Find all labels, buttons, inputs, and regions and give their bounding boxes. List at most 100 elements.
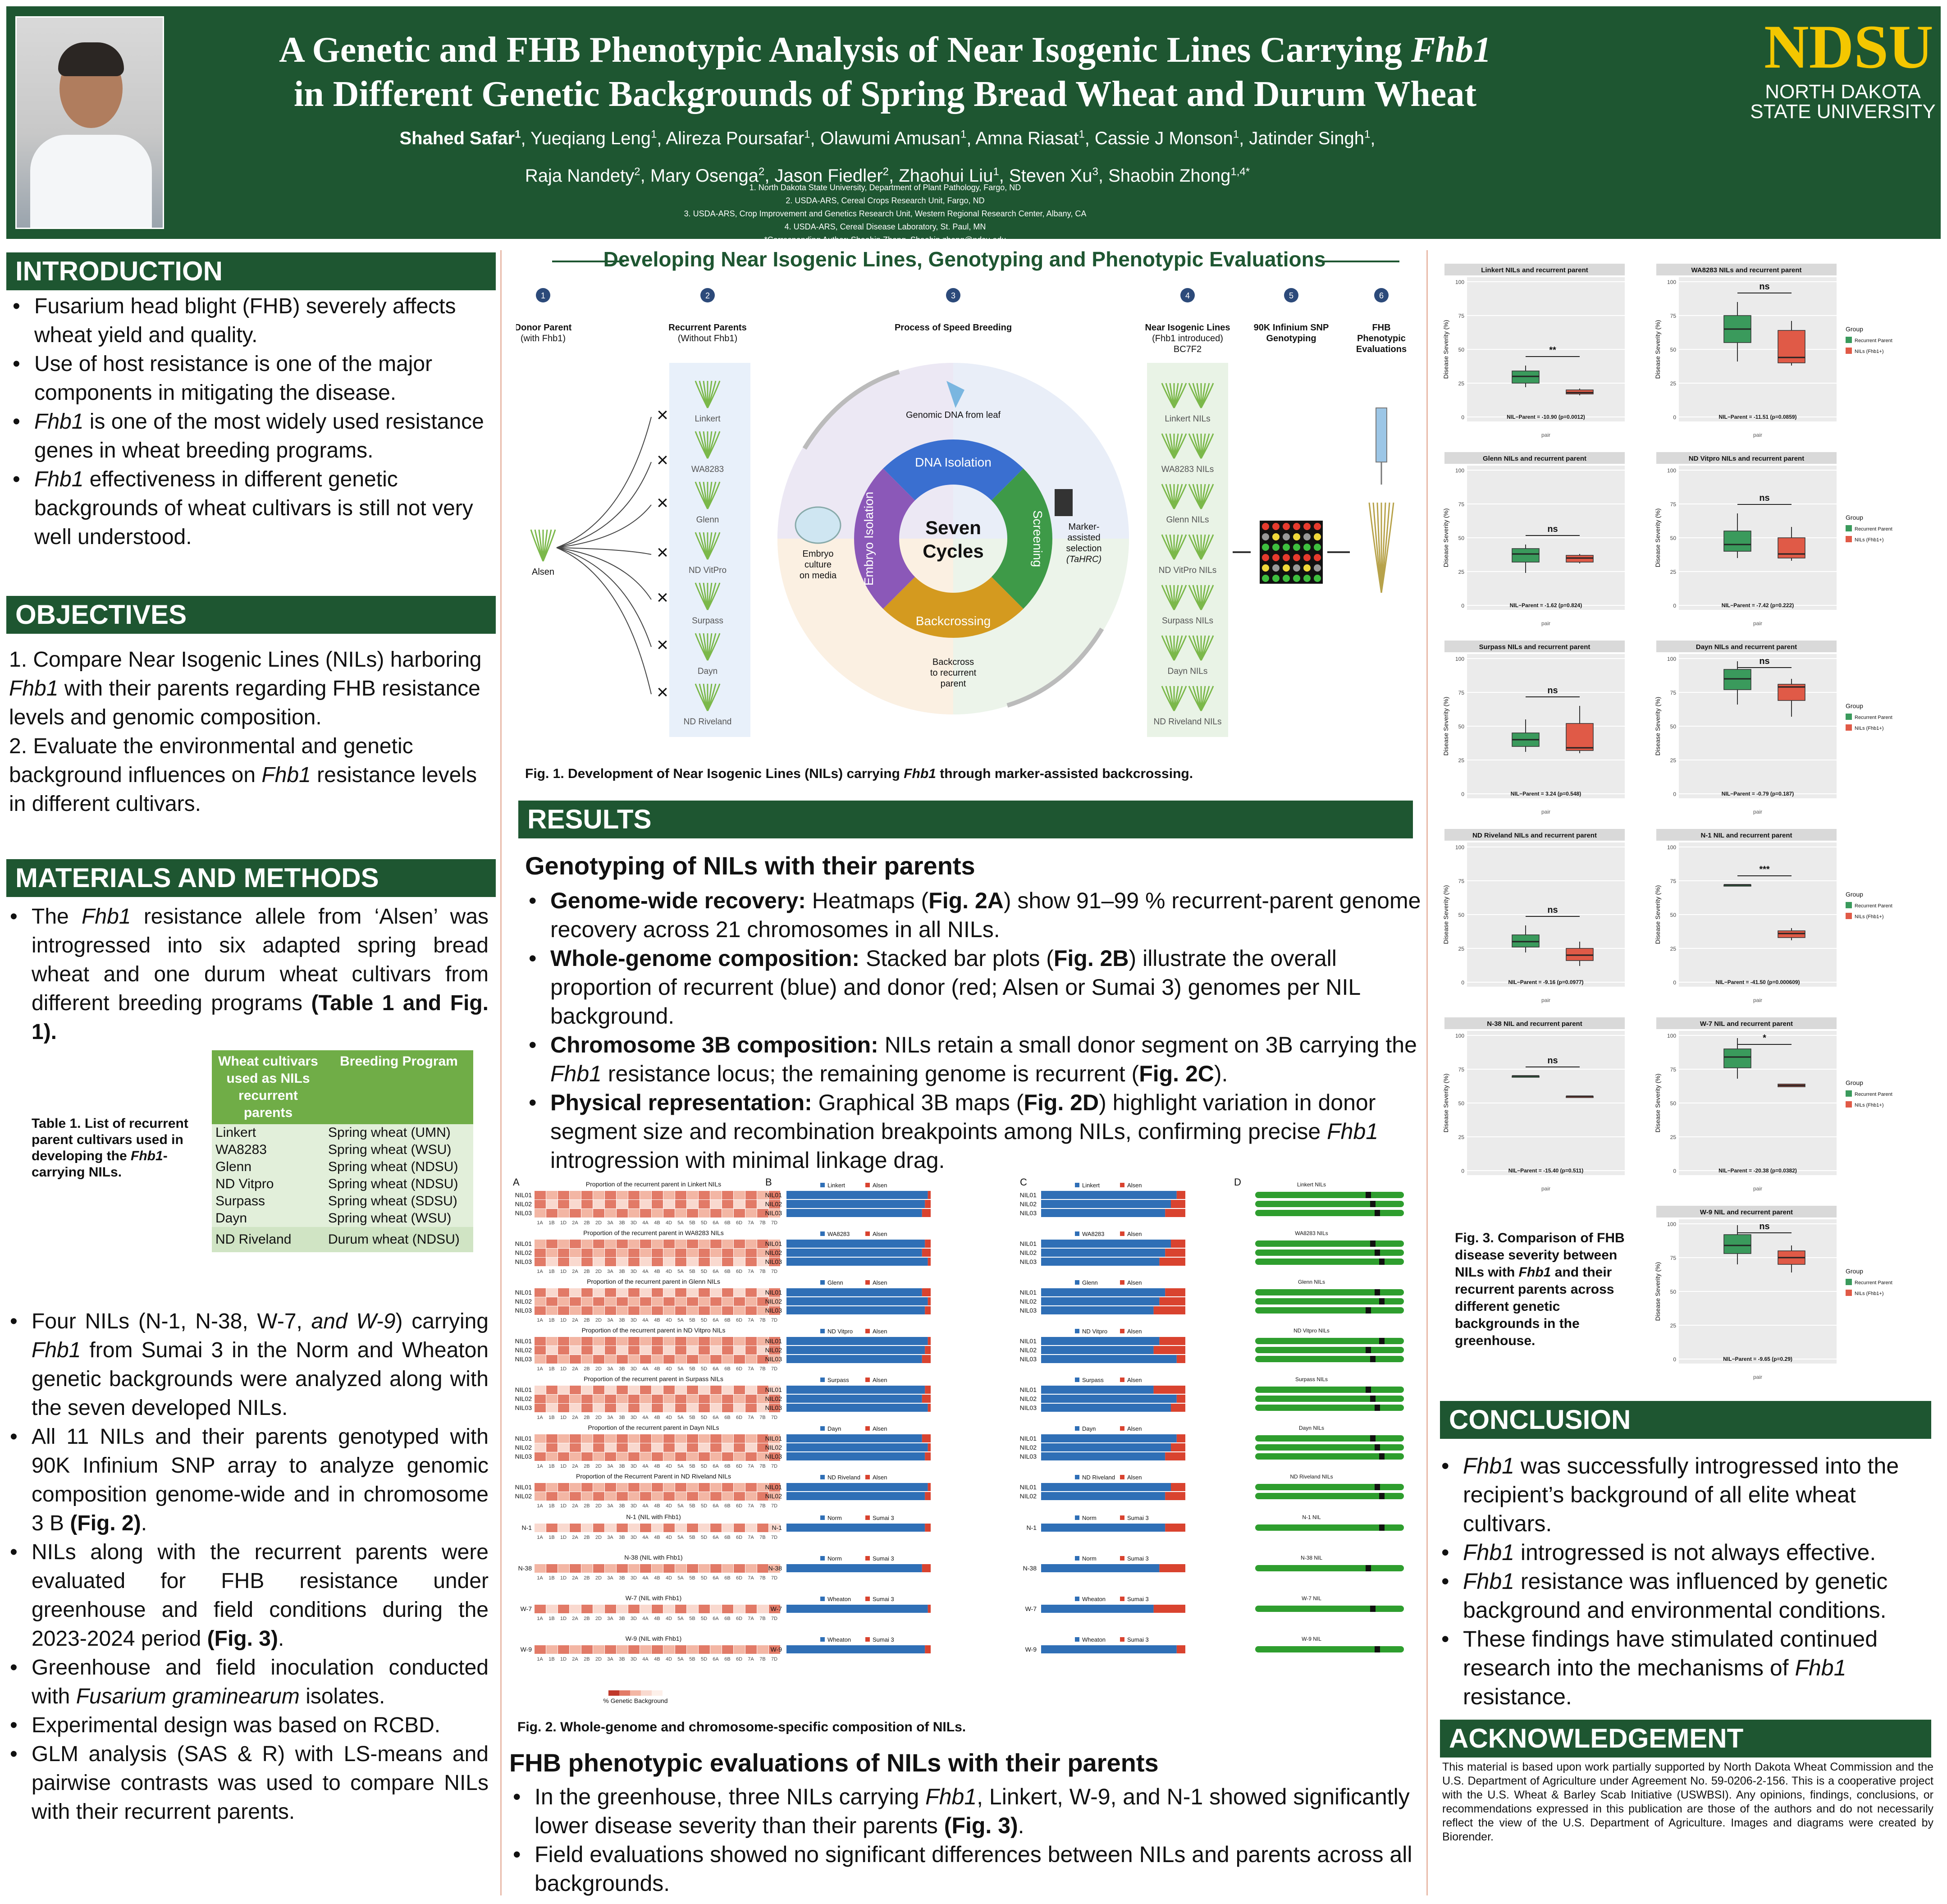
row-label: NIL03 (1020, 1307, 1037, 1314)
legend-swatch (865, 1426, 870, 1431)
heatmap-cell (605, 1395, 616, 1403)
y-tick-label: 25 (1458, 569, 1465, 575)
objective-2: 2. Evaluate the environmental and geneti… (9, 734, 477, 816)
y-tick-label: 50 (1458, 347, 1465, 353)
heatmap-cell (617, 1645, 628, 1654)
backcross-label: Backcross (932, 657, 974, 667)
chromosome-map (1255, 1565, 1404, 1571)
heatmap-cell (699, 1288, 710, 1297)
heatmap-cell (628, 1200, 640, 1208)
heatmap-cell (745, 1249, 757, 1257)
snp-dot (1293, 533, 1300, 540)
legend-label: Recurrent Parent (1855, 903, 1892, 909)
chromosome-map (1255, 1356, 1404, 1362)
heatmap-cell (546, 1355, 558, 1364)
donor-bar (1176, 1191, 1185, 1199)
heatmap-cell (710, 1443, 722, 1452)
y-tick-label: 0 (1461, 603, 1464, 609)
chromosome-tick: 1A (537, 1575, 543, 1581)
heatmap-cell (570, 1492, 581, 1501)
heatmap-cell (734, 1443, 745, 1452)
heatmap-cell (558, 1452, 569, 1461)
chromosome-map (1255, 1298, 1404, 1304)
heatmap-title: Proportion of the recurrent parent in Su… (584, 1375, 723, 1382)
row-label: NIL01 (515, 1483, 532, 1491)
heatmap-cell (710, 1200, 722, 1208)
legend-label: Alsen (1127, 1377, 1142, 1383)
heatmap-cell (617, 1443, 628, 1452)
chromosome-tick: 4B (654, 1464, 660, 1469)
legend-label: Recurrent Parent (1855, 715, 1892, 720)
recurrent-bar (1041, 1452, 1165, 1460)
heatmap-cell (734, 1288, 745, 1297)
chromosome-tick: 3B (619, 1220, 625, 1226)
heatmap-cell (570, 1297, 581, 1306)
chromosome-tick: 2A (572, 1616, 578, 1621)
chromosome-map (1255, 1606, 1404, 1612)
heatmap-cell (663, 1443, 675, 1452)
recurrent-bar (786, 1337, 928, 1345)
y-tick-label: 100 (1455, 844, 1464, 851)
y-tick-label: 25 (1670, 569, 1677, 575)
legend-label: Norm (1082, 1555, 1097, 1562)
heatmap-cell (769, 1209, 780, 1217)
heatmap-cell (628, 1645, 640, 1654)
heatmap-cell (581, 1434, 593, 1443)
heatmap-cell (593, 1605, 604, 1613)
heatmap-title: N-38 (NIL with Fhb1) (624, 1554, 682, 1561)
heatmap-cell (652, 1288, 663, 1297)
legend-label: WA8283 (1082, 1231, 1104, 1237)
heatmap-cell (535, 1395, 546, 1403)
donor-bar (928, 1404, 931, 1412)
y-tick-label: 25 (1670, 757, 1677, 764)
snp-dot (1262, 544, 1269, 551)
chromosome-tick: 5A (677, 1657, 684, 1662)
snp-dot (1283, 533, 1290, 540)
boxplot-title: ND Riveland NILs and recurrent parent (1472, 832, 1597, 839)
heatmap-cell (652, 1258, 663, 1266)
donor-bar (1176, 1395, 1185, 1403)
heatmap-cell (745, 1483, 757, 1492)
heatmap-cell (640, 1337, 651, 1346)
heatmap-cell (640, 1434, 651, 1443)
heatmap-cell (535, 1452, 546, 1461)
affiliation-line: *Corresponding Author: Shaobin Zhong, Sh… (764, 235, 1006, 244)
author-name: Jason Fiedler2 (774, 165, 889, 186)
heatmap-cell (675, 1605, 686, 1613)
y-tick-label: 25 (1670, 946, 1677, 952)
contrast-statistic: NIL−Parent = -1.62 (p=0.824) (1510, 602, 1582, 609)
chromosome-tick: 5D (701, 1318, 707, 1323)
cycle-arrow (802, 370, 900, 450)
heatmap-cell (640, 1209, 651, 1217)
methods-item: The Fhb1 resistance allele from ‘Alsen’ … (6, 902, 489, 1047)
heatmap-cell (628, 1404, 640, 1412)
chromosome-tick: 6B (724, 1366, 730, 1372)
chromosome-tick: 2B (584, 1657, 590, 1662)
chromosome-tick: 5D (701, 1269, 707, 1274)
legend-swatch (1075, 1597, 1079, 1601)
chromosome-tick: 6A (713, 1503, 719, 1509)
heatmap-cell (605, 1386, 616, 1394)
heatmap-cell (757, 1645, 768, 1654)
heatmap-cell (722, 1297, 733, 1306)
donor-bar (1171, 1404, 1185, 1412)
significance-label: * (1763, 1033, 1766, 1043)
heatmap-cell (710, 1483, 722, 1492)
heatmap-cell (652, 1346, 663, 1355)
legend-label: Linkert (827, 1182, 845, 1189)
donor-bar (925, 1524, 931, 1532)
heatmap-cell (593, 1200, 604, 1208)
boxplot-title: Linkert NILs and recurrent parent (1481, 266, 1588, 274)
recurrent-bar (1041, 1386, 1154, 1394)
chromosome-tick: 7A (748, 1657, 754, 1662)
legend-swatch (865, 1183, 870, 1187)
affiliations: 1. North Dakota State University, Depart… (322, 181, 1449, 247)
heatmap-cell (640, 1395, 651, 1403)
wheat-plant-icon (1188, 635, 1214, 661)
contrast-statistic: NIL−Parent = -41.50 (p=0.000609) (1715, 979, 1800, 985)
boxplot-panel: Linkert NILs and recurrent parent 0 25 50 75… (1442, 264, 1625, 438)
box (1566, 723, 1594, 751)
recurrent-bar (1041, 1355, 1177, 1363)
chromosome-tick: 6A (713, 1366, 719, 1372)
snp-dot (1314, 544, 1321, 551)
